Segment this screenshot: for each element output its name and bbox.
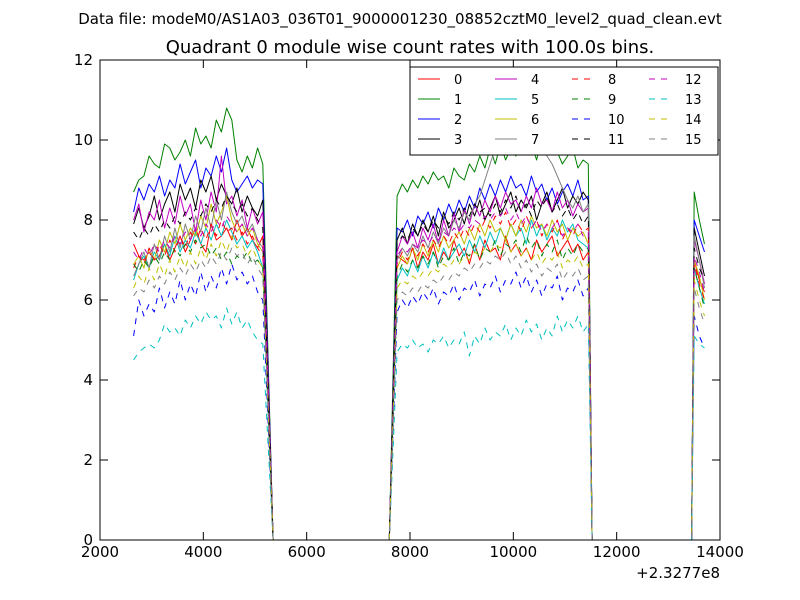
series-line-11 (133, 195, 705, 540)
y-tick-label: 0 (83, 531, 93, 549)
series-line-0 (133, 219, 705, 540)
y-tick-label: 10 (74, 131, 93, 149)
legend-label-14: 14 (685, 113, 702, 128)
series-line-10 (133, 263, 705, 540)
series-line-12 (133, 207, 705, 540)
legend-label-13: 13 (685, 93, 702, 108)
legend-label-0: 0 (454, 73, 462, 88)
legend-label-4: 4 (531, 73, 539, 88)
legend-label-12: 12 (685, 73, 702, 88)
legend-label-9: 9 (608, 93, 616, 108)
y-tick-label: 6 (83, 291, 93, 309)
series-line-8 (133, 211, 705, 540)
series-line-15 (133, 247, 705, 540)
legend-label-7: 7 (531, 133, 539, 148)
legend-box (409, 66, 719, 156)
series-layer (133, 103, 705, 540)
legend-label-8: 8 (608, 73, 616, 88)
chart-title: Quadrant 0 module wise count rates with … (166, 37, 655, 58)
x-tick-label: 4000 (184, 543, 222, 561)
x-tick-label: 8000 (391, 543, 429, 561)
series-line-13 (133, 307, 705, 540)
series-line-14 (133, 235, 705, 540)
legend-label-5: 5 (531, 93, 539, 108)
x-tick-label: 6000 (288, 543, 326, 561)
x-tick-label: 14000 (696, 543, 744, 561)
y-tick-label: 2 (83, 451, 93, 469)
legend-label-6: 6 (531, 113, 539, 128)
legend-label-2: 2 (454, 113, 462, 128)
series-line-9 (133, 235, 705, 540)
y-tick-label: 8 (83, 211, 93, 229)
x-tick-label: 2000 (81, 543, 119, 561)
x-tick-label: 12000 (593, 543, 641, 561)
y-tick-label: 4 (83, 371, 93, 389)
x-offset-label: +2.3277e8 (636, 564, 720, 582)
series-line-3 (133, 175, 705, 540)
legend-label-10: 10 (608, 113, 625, 128)
series-line-7 (133, 103, 705, 540)
x-tick-label: 10000 (489, 543, 537, 561)
suptitle: Data file: modeM0/AS1A03_036T01_90000012… (78, 10, 722, 29)
legend-label-1: 1 (454, 93, 462, 108)
legend-label-3: 3 (454, 133, 462, 148)
series-line-2 (133, 147, 705, 540)
legend-label-11: 11 (608, 133, 625, 148)
y-tick-label: 12 (74, 51, 93, 69)
legend-label-15: 15 (685, 133, 702, 148)
